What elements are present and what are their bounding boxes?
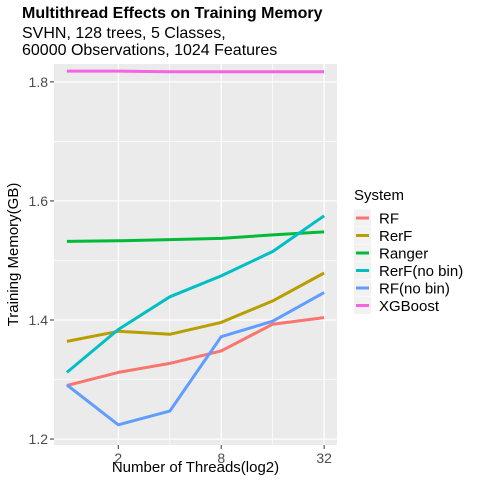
x-tick-label: 2 [114, 450, 122, 466]
y-axis-title: Training Memory(GB) [5, 183, 22, 327]
grid [54, 64, 337, 445]
legend-label-ranger: Ranger [379, 246, 428, 263]
chart-title: Multithread Effects on Training Memory [22, 5, 323, 22]
series-lines [65, 69, 325, 427]
plot-panel [54, 64, 337, 445]
x-tick-label: 8 [217, 450, 225, 466]
chart-subtitle-line-1: SVHN, 128 trees, 5 Classes, [22, 25, 226, 42]
legend-label-rerf: RerF [379, 228, 412, 245]
legend-label-rerf-no-bin: RerF(no bin) [379, 263, 463, 280]
series-line-ranger [66, 230, 325, 243]
series-line-rf [66, 316, 325, 387]
series-line-rerf-no-bin [65, 214, 325, 374]
series-line-rerf [66, 271, 325, 343]
y-tick-label: 1.4 [29, 312, 49, 328]
legend-label-rf: RF [379, 211, 399, 228]
y-tick-label: 1.2 [29, 431, 49, 447]
legend-label-rf-no-bin: RF(no bin) [379, 281, 450, 298]
legend-label-xgboost: XGBoost [379, 298, 440, 315]
chart-subtitle-line-2: 60000 Observations, 1024 Features [22, 42, 277, 59]
y-tick-label: 1.8 [29, 74, 49, 90]
y-tick-label: 1.6 [29, 193, 49, 209]
series-line-xgboost [66, 69, 325, 74]
legend-title: System [354, 187, 404, 204]
x-tick-label: 32 [316, 450, 332, 466]
x-axis-title: Number of Threads(log2) [112, 459, 279, 476]
axis-ticks: 1.2 1.4 1.6 1.8 2 8 32 [29, 74, 333, 466]
series-line-rf-no-bin [65, 291, 325, 427]
